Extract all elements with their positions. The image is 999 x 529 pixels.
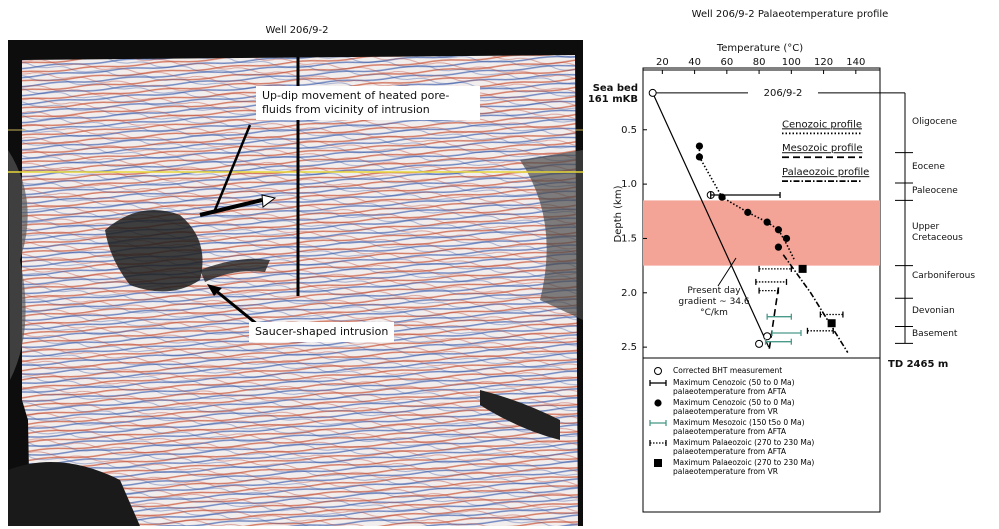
- legend-icon: [647, 458, 669, 468]
- bht-point: [764, 333, 771, 340]
- legend-label: Maximum Mesozoic (150 t5o 0 Ma) palaeote…: [673, 418, 863, 436]
- strat-label: Upper Cretaceous: [912, 222, 992, 244]
- strat-label: Oligocene: [912, 117, 992, 128]
- legend-label: Maximum Palaeozoic (270 to 230 Ma) palae…: [673, 458, 863, 476]
- strat-label: Eocene: [912, 162, 992, 173]
- range-bar: [807, 328, 833, 334]
- x-tick-label: 100: [782, 57, 801, 68]
- vr-point: [775, 226, 782, 233]
- seismic-title: Well 206/9-2: [266, 25, 329, 36]
- bht-point: [756, 340, 763, 347]
- seismic-texture: [22, 55, 578, 526]
- x-tick-label: 20: [656, 57, 669, 68]
- vr-point: [783, 235, 790, 242]
- vr-square: [799, 265, 807, 273]
- range-bar: [756, 279, 787, 285]
- vr-point: [696, 153, 703, 160]
- annotation: Up-dip movement of heated pore-fluids fr…: [256, 86, 480, 120]
- x-tick-label: 140: [846, 57, 865, 68]
- y-tick-label: 2.0: [621, 288, 637, 299]
- range-bar: [650, 420, 666, 426]
- profile-legend-label: Palaeozoic profile: [782, 167, 869, 178]
- vr-point: [775, 244, 782, 251]
- legend-label: Maximum Cenozoic (50 to 0 Ma) palaeotemp…: [673, 398, 863, 416]
- strat-label: Basement: [912, 329, 992, 340]
- legend-icon: [647, 418, 669, 428]
- range-bar: [650, 440, 666, 446]
- legend-item: Maximum Palaeozoic (270 to 230 Ma) palae…: [647, 458, 875, 476]
- chart-title: Well 206/9-2 Palaeotemperature profile: [692, 9, 889, 20]
- y-tick-label: 1.0: [621, 179, 637, 190]
- seabed-label: Sea bed: [593, 83, 638, 94]
- legend-icon: [647, 366, 669, 376]
- legend-icon: [647, 438, 669, 448]
- well-label: 206/9-2: [764, 88, 803, 99]
- legend-item: Maximum Cenozoic (50 to 0 Ma) palaeotemp…: [647, 398, 875, 416]
- legend-label: Maximum Palaeozoic (270 to 230 Ma) palae…: [673, 438, 863, 456]
- range-bar: [772, 330, 801, 336]
- legend-item: Corrected BHT measurement: [647, 366, 875, 376]
- x-tick-label: 120: [814, 57, 833, 68]
- strat-label: Paleocene: [912, 186, 992, 197]
- vr-point: [744, 209, 751, 216]
- legend: Corrected BHT measurement Maximum Cenozoi…: [647, 366, 875, 478]
- y-tick-label: 0.5: [621, 125, 637, 136]
- x-tick-label: 60: [720, 57, 733, 68]
- figure: Well 206/9-2 Well 206/9-2 Palaeotemperat…: [0, 0, 999, 529]
- x-tick-label: 40: [688, 57, 701, 68]
- legend-item: Maximum Palaeozoic (270 to 230 Ma) palae…: [647, 438, 875, 456]
- profile-line: [769, 287, 779, 352]
- legend-label: Corrected BHT measurement: [673, 366, 863, 375]
- legend-label: Maximum Cenozoic (50 to 0 Ma) palaeotemp…: [673, 378, 863, 396]
- profile-line: [783, 255, 847, 353]
- annotation: Saucer-shaped intrusion: [249, 322, 394, 342]
- y-tick-label: 2.5: [621, 342, 637, 353]
- range-bar: [650, 380, 666, 386]
- legend-icon: [647, 378, 669, 388]
- range-bar: [759, 288, 778, 294]
- legend-item: Maximum Mesozoic (150 t5o 0 Ma) palaeote…: [647, 418, 875, 436]
- vr-point: [764, 219, 771, 226]
- bht-point: [655, 368, 662, 375]
- td-label: TD 2465 m: [888, 359, 948, 370]
- strat-label: Devonian: [912, 306, 992, 317]
- range-bar: [759, 266, 791, 272]
- x-tick-label: 80: [753, 57, 766, 68]
- vr-point: [696, 142, 703, 149]
- vr-point: [654, 399, 661, 406]
- y-tick-label: 1.5: [621, 233, 637, 244]
- legend-icon: [647, 398, 669, 408]
- x-axis-title: Temperature (°C): [716, 43, 803, 54]
- vr-square: [654, 459, 662, 467]
- range-bar: [767, 314, 791, 320]
- gradient-label: Present day gradient ~ 34.6 °C/km: [676, 286, 752, 319]
- legend-item: Maximum Cenozoic (50 to 0 Ma) palaeotemp…: [647, 378, 875, 396]
- profile-legend-label: Cenozoic profile: [782, 119, 862, 130]
- vr-point: [718, 194, 725, 201]
- strat-label: Carboniferous: [912, 271, 992, 282]
- bht-point: [649, 89, 656, 96]
- vr-square: [828, 319, 836, 327]
- profile-legend-label: Mesozoic profile: [782, 143, 863, 154]
- highlight-band: [643, 200, 880, 265]
- seabed-label: 161 mKB: [588, 94, 638, 105]
